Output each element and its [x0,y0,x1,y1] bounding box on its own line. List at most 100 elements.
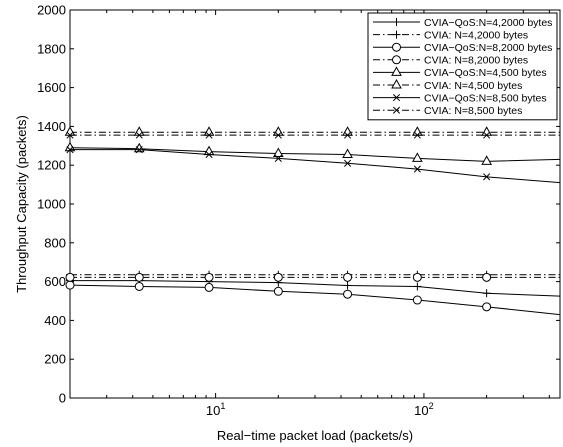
marker-stroke [391,78,402,89]
data-point [205,131,213,139]
legend-marker [391,66,402,76]
data-point [412,152,423,162]
data-point [273,286,283,296]
series-7 [66,146,561,184]
y-tick-label: 1200 [37,158,66,173]
legend-entry: CVIA−QoS:N=8,500 bytes [373,92,547,104]
marker-stroke [392,42,401,52]
series-5 [64,141,561,165]
x-axis-label: Real−time packet load (packets/s) [217,428,413,443]
y-axis: 0 200 400 600 800 1000 1200 1400 1600 1800 2000 [37,3,560,406]
legend-entry: CVIA−QoS:N=8,2000 bytes [373,42,552,54]
data-point [343,272,353,282]
marker-stroke [344,131,352,139]
marker-stroke [65,280,75,290]
legend-marker [392,42,401,52]
legend-entry: CVIA−QoS:N=4,2000 bytes [373,17,552,29]
y-tick-label: 800 [44,235,66,250]
y-tick-label: 1800 [37,41,66,56]
data-point [134,272,144,282]
series-line [70,280,561,297]
marker-stroke [204,272,214,282]
legend-marker [391,78,402,89]
data-point [273,272,283,282]
data-point [274,131,282,139]
marker-stroke [343,272,353,282]
data-point [481,155,492,165]
marker-stroke [205,150,213,159]
marker-stroke [392,106,401,114]
legend-label: CVIA: N=4,2000 bytes [424,29,528,41]
data-point [412,295,422,305]
marker-stroke [482,302,492,312]
legend-label: CVIA: N=8,500 bytes [424,105,522,117]
data-point [413,131,421,139]
series-line [70,149,561,184]
data-point [274,154,282,162]
series-line [69,147,561,162]
data-point [483,131,491,139]
marker-stroke [134,272,144,282]
data-point [65,272,75,282]
data-point [66,131,74,139]
legend-label: CVIA−QoS:N=8,2000 bytes [424,42,552,54]
y-tick-label: 1600 [37,80,66,95]
marker-stroke [391,66,402,76]
marker-stroke [412,152,423,162]
legend-entry: CVIA: N=4,500 bytes [373,78,522,92]
marker-stroke [273,286,283,296]
legend-marker [392,55,401,65]
marker-stroke [135,146,143,154]
series-layer [64,126,561,316]
legend-label: CVIA−QoS:N=4,2000 bytes [424,17,552,29]
data-point [205,150,213,159]
marker-stroke [392,55,401,65]
legend-label: CVIA: N=4,500 bytes [424,80,522,92]
marker-stroke [483,131,491,139]
legend-marker [392,94,401,102]
marker-stroke [135,131,143,139]
marker-stroke [66,146,74,154]
data-point [482,289,491,298]
marker-stroke [344,159,352,167]
x-tick-label: 102 [414,401,433,418]
marker-stroke [134,281,144,291]
y-tick-label: 0 [59,391,66,406]
y-tick-label: 600 [44,274,66,289]
marker-stroke [273,272,283,282]
data-point [65,280,75,290]
marker-stroke [272,147,284,158]
series-line [69,284,561,316]
marker-stroke [204,282,214,292]
marker-stroke [413,131,421,139]
data-point [412,272,422,282]
data-point [342,148,353,159]
marker-stroke [482,272,492,282]
y-tick-label: 2000 [37,3,66,18]
x-tick-label: 101 [206,401,225,418]
series-4 [65,272,560,282]
marker-stroke [342,148,353,159]
marker-stroke [412,272,422,282]
marker-stroke [392,94,401,102]
y-tick-label: 400 [44,313,66,328]
legend-marker [392,30,401,39]
marker-stroke [483,173,491,181]
data-point [135,146,143,154]
data-point [482,302,492,312]
data-point [343,289,353,299]
marker-stroke [66,131,74,139]
y-tick-label: 1400 [37,119,66,134]
legend-label: CVIA−QoS:N=4,500 bytes [424,67,547,79]
marker-stroke [274,154,282,162]
data-point [66,146,74,154]
legend-marker [392,18,401,26]
data-point [413,282,422,291]
data-point [134,281,144,291]
marker-stroke [274,131,282,139]
marker-stroke [413,165,421,173]
marker-stroke [412,295,422,305]
marker-stroke [343,289,353,299]
